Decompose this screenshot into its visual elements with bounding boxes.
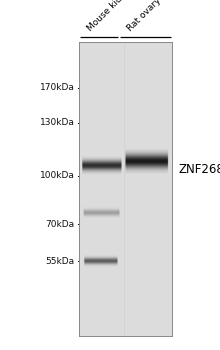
Text: 170kDa: 170kDa: [40, 83, 75, 92]
Text: Mouse kidney: Mouse kidney: [86, 0, 137, 33]
Text: 55kDa: 55kDa: [46, 257, 75, 266]
Text: Rat ovary: Rat ovary: [126, 0, 163, 33]
Text: ZNF268: ZNF268: [178, 163, 220, 176]
Text: 130kDa: 130kDa: [40, 118, 75, 127]
Text: 100kDa: 100kDa: [40, 171, 75, 180]
Text: 70kDa: 70kDa: [46, 220, 75, 229]
